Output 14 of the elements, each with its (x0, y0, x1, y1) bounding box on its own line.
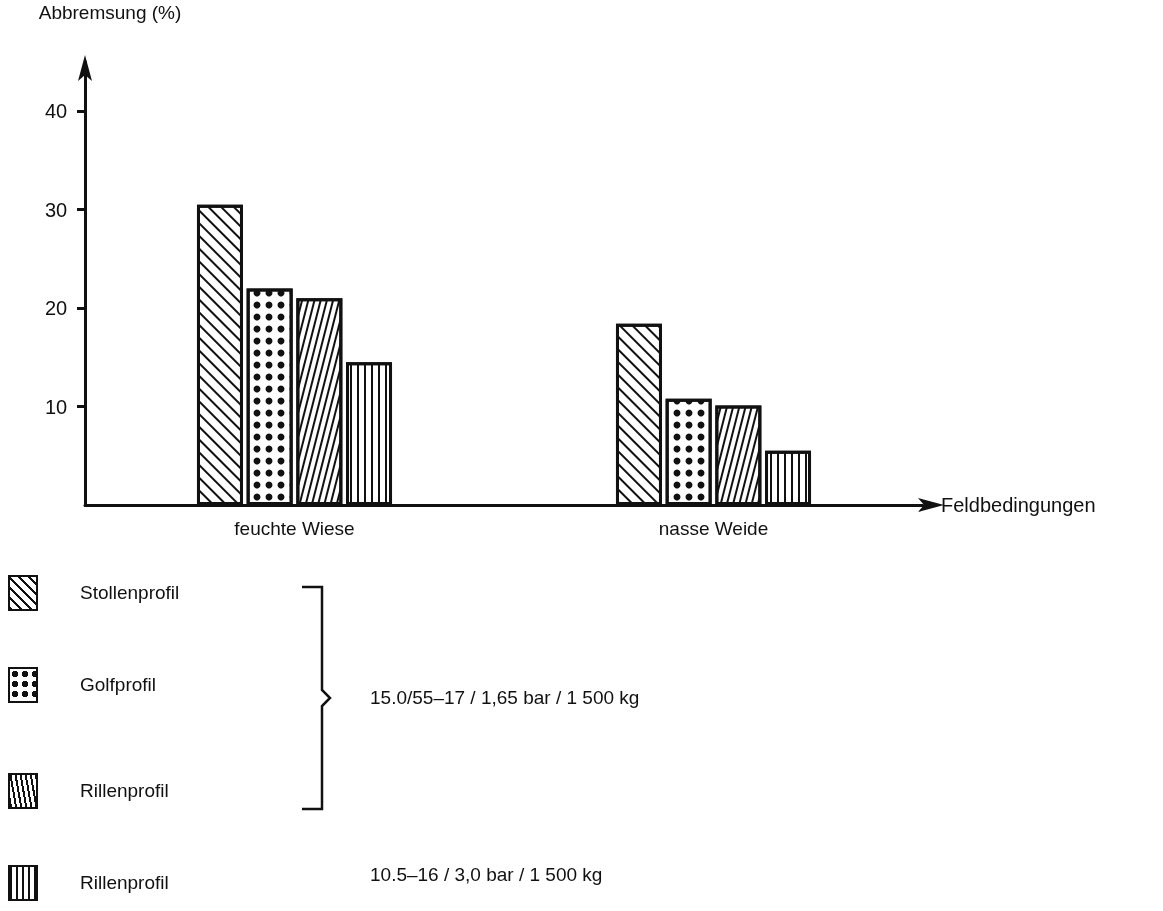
x-tick-label: feuchte Wiese (234, 518, 355, 539)
text: 10.5–16 / 3,0 bar / 1 500 kg (370, 864, 603, 886)
legend-label: Rillenprofil (80, 872, 169, 894)
x-axis-title: Feldbedingungen (941, 494, 1096, 516)
y-tick-label: 30 (45, 198, 68, 221)
legend-label: Stollenprofil (80, 582, 180, 604)
y-tick-label: 40 (45, 100, 68, 123)
y-tick-label: 10 (45, 395, 68, 418)
legend-label: Rillenprofil (80, 780, 169, 802)
y-axis-title: Abbremsung (%) (38, 2, 182, 23)
legend-label: Golfprofil (80, 674, 157, 696)
y-tick-label: 20 (45, 297, 68, 320)
x-tick-label: nasse Weide (658, 518, 769, 539)
text: 15.0/55–17 / 1,65 bar / 1 500 kg (370, 687, 640, 709)
